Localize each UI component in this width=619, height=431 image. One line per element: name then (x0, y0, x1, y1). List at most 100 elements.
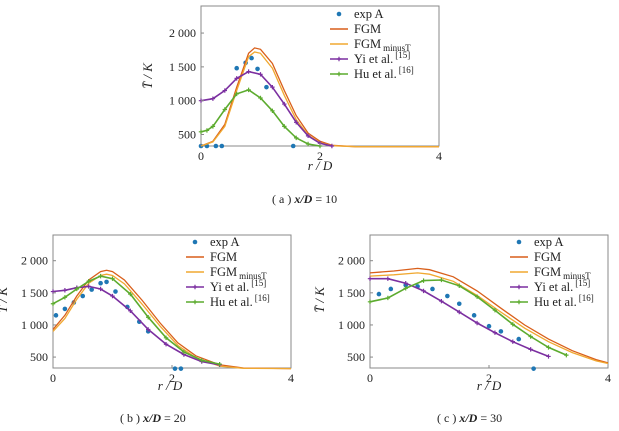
data-point (62, 306, 68, 312)
x-tick-label: 2 (169, 371, 175, 385)
data-point (219, 143, 225, 149)
data-point (421, 278, 426, 283)
data-point (264, 84, 269, 90)
series-line (369, 279, 567, 356)
x-tick-label: 0 (198, 149, 204, 163)
x-tick-label: 4 (288, 371, 294, 385)
data-point (531, 366, 536, 371)
data-point (258, 95, 263, 101)
series-yi-et-al (367, 276, 551, 359)
data-point (510, 322, 515, 327)
legend-entry-1: exp A (336, 7, 384, 21)
data-point (282, 101, 287, 107)
data-point (445, 293, 450, 299)
data-point (258, 72, 263, 77)
series-hu-et-al (198, 87, 323, 149)
series-hu-et-al (50, 273, 222, 367)
x-tick-label: 2 (317, 149, 323, 163)
data-point (270, 108, 275, 114)
legend-entry-2: FGM (330, 22, 381, 36)
series-layer (198, 47, 439, 149)
caption-value: 30 (490, 411, 502, 425)
data-point (498, 329, 504, 334)
y-tick-label: 1 000 (338, 318, 365, 332)
data-point (128, 308, 133, 314)
data-point (181, 349, 187, 355)
data-point (213, 143, 219, 149)
y-tick-labels: 500 1 000 1 500 2 000 (21, 254, 56, 364)
y-tick-label: 1 500 (169, 60, 196, 74)
series-fgm-minust (369, 272, 609, 365)
x-tick-label: 4 (605, 371, 611, 385)
data-point (210, 124, 216, 129)
y-tick-labels: 500 1 000 1 500 2 000 (169, 26, 204, 142)
data-point (234, 76, 239, 81)
legend-label: exp A (210, 235, 240, 249)
data-point (528, 347, 533, 352)
panel-a: 500 1 000 1 500 2 000 0 2 4 T̄ / K r / D exp … (140, 5, 442, 206)
legend-entry-2: FGM (510, 250, 561, 264)
data-point (290, 143, 296, 149)
caption-equals: = (315, 192, 322, 206)
data-point (104, 279, 109, 285)
series-line (369, 272, 609, 365)
series-exp-a (376, 282, 536, 371)
data-point (53, 313, 59, 318)
caption-prefix: ( c ) (437, 411, 456, 425)
data-point (329, 143, 335, 149)
legend-entry-5: Hu et al. [16] (186, 293, 270, 309)
x-tick-label: 2 (486, 371, 492, 385)
data-point (305, 141, 311, 147)
data-point (367, 299, 373, 305)
svg-text:( b ) x/D = 20: ( b ) x/D = 20 (120, 411, 186, 425)
x-axis-label: r / D (308, 158, 333, 173)
data-point (113, 289, 118, 294)
series-fgm (369, 267, 609, 364)
caption: ( a ) x/D = 10 (272, 192, 337, 206)
legend-entry-4: Yi et al. [15] (330, 50, 410, 66)
series-layer (50, 269, 292, 371)
svg-text:( a ) x/D = 10: ( a ) x/D = 10 (272, 192, 337, 206)
legend-marker (516, 239, 522, 245)
series-line (369, 267, 609, 364)
caption-prefix: ( a ) (272, 192, 291, 206)
x-tick-labels: 0 2 4 (367, 365, 611, 385)
legend-label: Yi et al. [15] (534, 278, 590, 294)
x-tick-labels: 0 2 4 (50, 365, 294, 385)
y-tick-label: 2 000 (169, 26, 196, 40)
data-point (199, 358, 204, 363)
legend-label: FGM (354, 22, 381, 36)
legend-label: Yi et al. [15] (354, 50, 410, 66)
data-point (98, 286, 103, 292)
y-tick-label: 2 000 (338, 254, 365, 268)
data-point (222, 107, 227, 112)
legend-label: Hu et al. [16] (210, 293, 270, 309)
y-tick-label: 2 000 (21, 254, 48, 268)
data-point (510, 339, 515, 344)
legend-marker (516, 284, 522, 290)
data-point (246, 69, 251, 74)
caption-condition: x/D (458, 411, 477, 425)
y-tick-label: 1 000 (21, 318, 48, 332)
data-point (564, 352, 569, 358)
panel-b: 500 1 000 1 500 2 000 0 2 4 T̄ / K r / D exp … (0, 234, 294, 425)
x-tick-label: 4 (436, 149, 442, 163)
data-point (146, 327, 151, 332)
data-point (385, 276, 391, 281)
plot-frame (200, 5, 440, 147)
data-point (255, 66, 260, 72)
legend-label: exp A (534, 235, 564, 249)
data-point (234, 91, 239, 97)
y-tick-label: 1 500 (21, 286, 48, 300)
data-point (86, 284, 91, 289)
data-point (385, 295, 391, 301)
legend-marker (516, 299, 522, 305)
data-point (421, 288, 426, 294)
legend-label: FGM minusT (210, 265, 267, 281)
data-point (178, 366, 184, 371)
series-yi-et-al (198, 69, 335, 149)
